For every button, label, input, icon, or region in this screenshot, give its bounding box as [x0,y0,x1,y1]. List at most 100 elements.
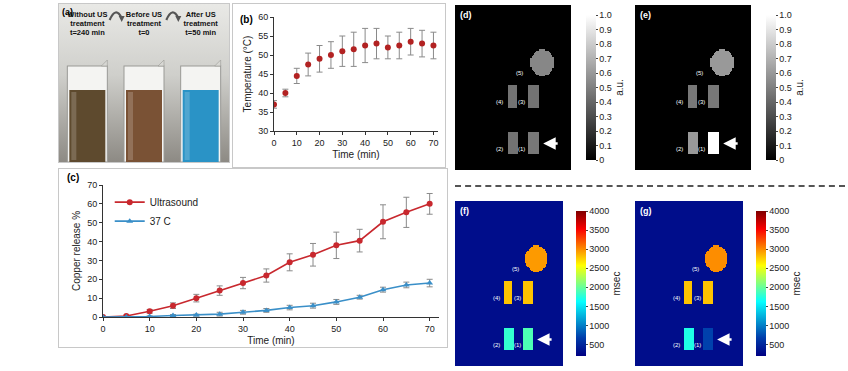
svg-text:0.8: 0.8 [779,39,792,49]
svg-text:(c): (c) [67,172,79,183]
svg-text:(2): (2) [493,342,500,348]
svg-text:0.9: 0.9 [599,25,612,35]
svg-text:2500: 2500 [589,263,609,273]
svg-text:t=240 min: t=240 min [70,28,105,37]
svg-text:30: 30 [337,138,347,148]
svg-text:(2): (2) [496,146,503,152]
svg-text:(1): (1) [518,146,525,152]
svg-text:40: 40 [258,88,268,98]
svg-text:(b): (b) [240,14,253,25]
svg-text:(5): (5) [692,266,699,272]
svg-text:2000: 2000 [589,282,609,292]
svg-text:(e): (e) [640,10,651,20]
svg-text:20: 20 [191,324,201,334]
svg-text:(1): (1) [514,342,521,348]
svg-text:37 C: 37 C [150,216,171,227]
svg-text:0.3: 0.3 [599,112,612,122]
svg-text:treatment: treatment [70,19,105,28]
svg-text:2500: 2500 [769,263,789,273]
svg-text:0.1: 0.1 [779,141,792,151]
svg-text:60: 60 [258,12,268,22]
svg-text:0.5: 0.5 [779,83,792,93]
svg-text:(g): (g) [640,206,652,216]
svg-text:(5): (5) [696,70,703,76]
svg-text:Time (min): Time (min) [247,335,294,346]
svg-text:Before US: Before US [126,10,162,19]
svg-text:4000: 4000 [589,206,609,216]
svg-text:(1): (1) [694,342,701,348]
svg-text:t=0: t=0 [138,28,149,37]
svg-text:(2): (2) [673,342,680,348]
svg-text:500: 500 [769,340,784,350]
svg-text:(3): (3) [698,99,705,105]
svg-text:0: 0 [779,155,784,165]
svg-text:Time (min): Time (min) [332,149,379,160]
svg-text:(5): (5) [512,266,519,272]
svg-text:msec: msec [611,272,622,296]
svg-text:10: 10 [145,324,155,334]
svg-text:3000: 3000 [589,244,609,254]
svg-text:(3): (3) [514,295,521,301]
svg-text:0.6: 0.6 [779,68,792,78]
svg-text:0: 0 [599,155,604,165]
svg-text:0.8: 0.8 [599,39,612,49]
svg-text:55: 55 [258,31,268,41]
svg-text:(f): (f) [460,206,469,216]
svg-text:50: 50 [383,138,393,148]
svg-text:(2): (2) [676,146,683,152]
svg-text:(4): (4) [673,295,680,301]
svg-text:3500: 3500 [589,225,609,235]
svg-text:20: 20 [315,138,325,148]
svg-text:treatment: treatment [127,19,162,28]
svg-text:0.4: 0.4 [779,97,792,107]
svg-text:50: 50 [258,50,268,60]
svg-text:0.2: 0.2 [599,126,612,136]
svg-text:60: 60 [378,324,388,334]
svg-text:3000: 3000 [769,244,789,254]
svg-text:30: 30 [258,126,268,136]
svg-text:1500: 1500 [769,302,789,312]
svg-text:30: 30 [238,324,248,334]
svg-text:(4): (4) [493,295,500,301]
svg-text:60: 60 [406,138,416,148]
svg-text:0.7: 0.7 [599,54,612,64]
svg-text:Copper release %: Copper release % [71,211,82,291]
svg-text:0.7: 0.7 [779,54,792,64]
svg-text:(1): (1) [698,146,705,152]
svg-text:2000: 2000 [769,282,789,292]
svg-text:10: 10 [87,293,97,303]
svg-text:60: 60 [87,199,97,209]
svg-text:0.3: 0.3 [779,112,792,122]
svg-text:500: 500 [589,340,604,350]
svg-text:(d): (d) [460,10,472,20]
svg-text:(4): (4) [676,99,683,105]
svg-text:(3): (3) [518,99,525,105]
svg-text:40: 40 [285,324,295,334]
svg-text:t=50 min: t=50 min [185,28,216,37]
svg-text:1000: 1000 [769,321,789,331]
svg-text:0: 0 [100,324,105,334]
svg-text:50: 50 [331,324,341,334]
svg-text:After US: After US [186,10,216,19]
svg-text:0.2: 0.2 [779,126,792,136]
svg-text:10: 10 [292,138,302,148]
svg-text:Temperature (°C): Temperature (°C) [242,36,253,113]
svg-text:1.0: 1.0 [779,10,792,20]
svg-text:Without US: Without US [67,10,107,19]
svg-text:30: 30 [87,256,97,266]
svg-text:(a): (a) [62,7,73,17]
svg-text:a.u.: a.u. [794,79,805,96]
svg-text:(5): (5) [516,70,523,76]
svg-text:70: 70 [428,138,438,148]
svg-text:0.5: 0.5 [599,83,612,93]
svg-text:20: 20 [87,274,97,284]
svg-text:msec: msec [791,272,802,296]
svg-text:45: 45 [258,69,268,79]
svg-text:treatment: treatment [184,19,219,28]
svg-text:40: 40 [360,138,370,148]
svg-text:1000: 1000 [589,321,609,331]
svg-text:50: 50 [87,218,97,228]
svg-text:Ultrasound: Ultrasound [150,197,198,208]
svg-text:70: 70 [425,324,435,334]
svg-text:0: 0 [271,138,276,148]
